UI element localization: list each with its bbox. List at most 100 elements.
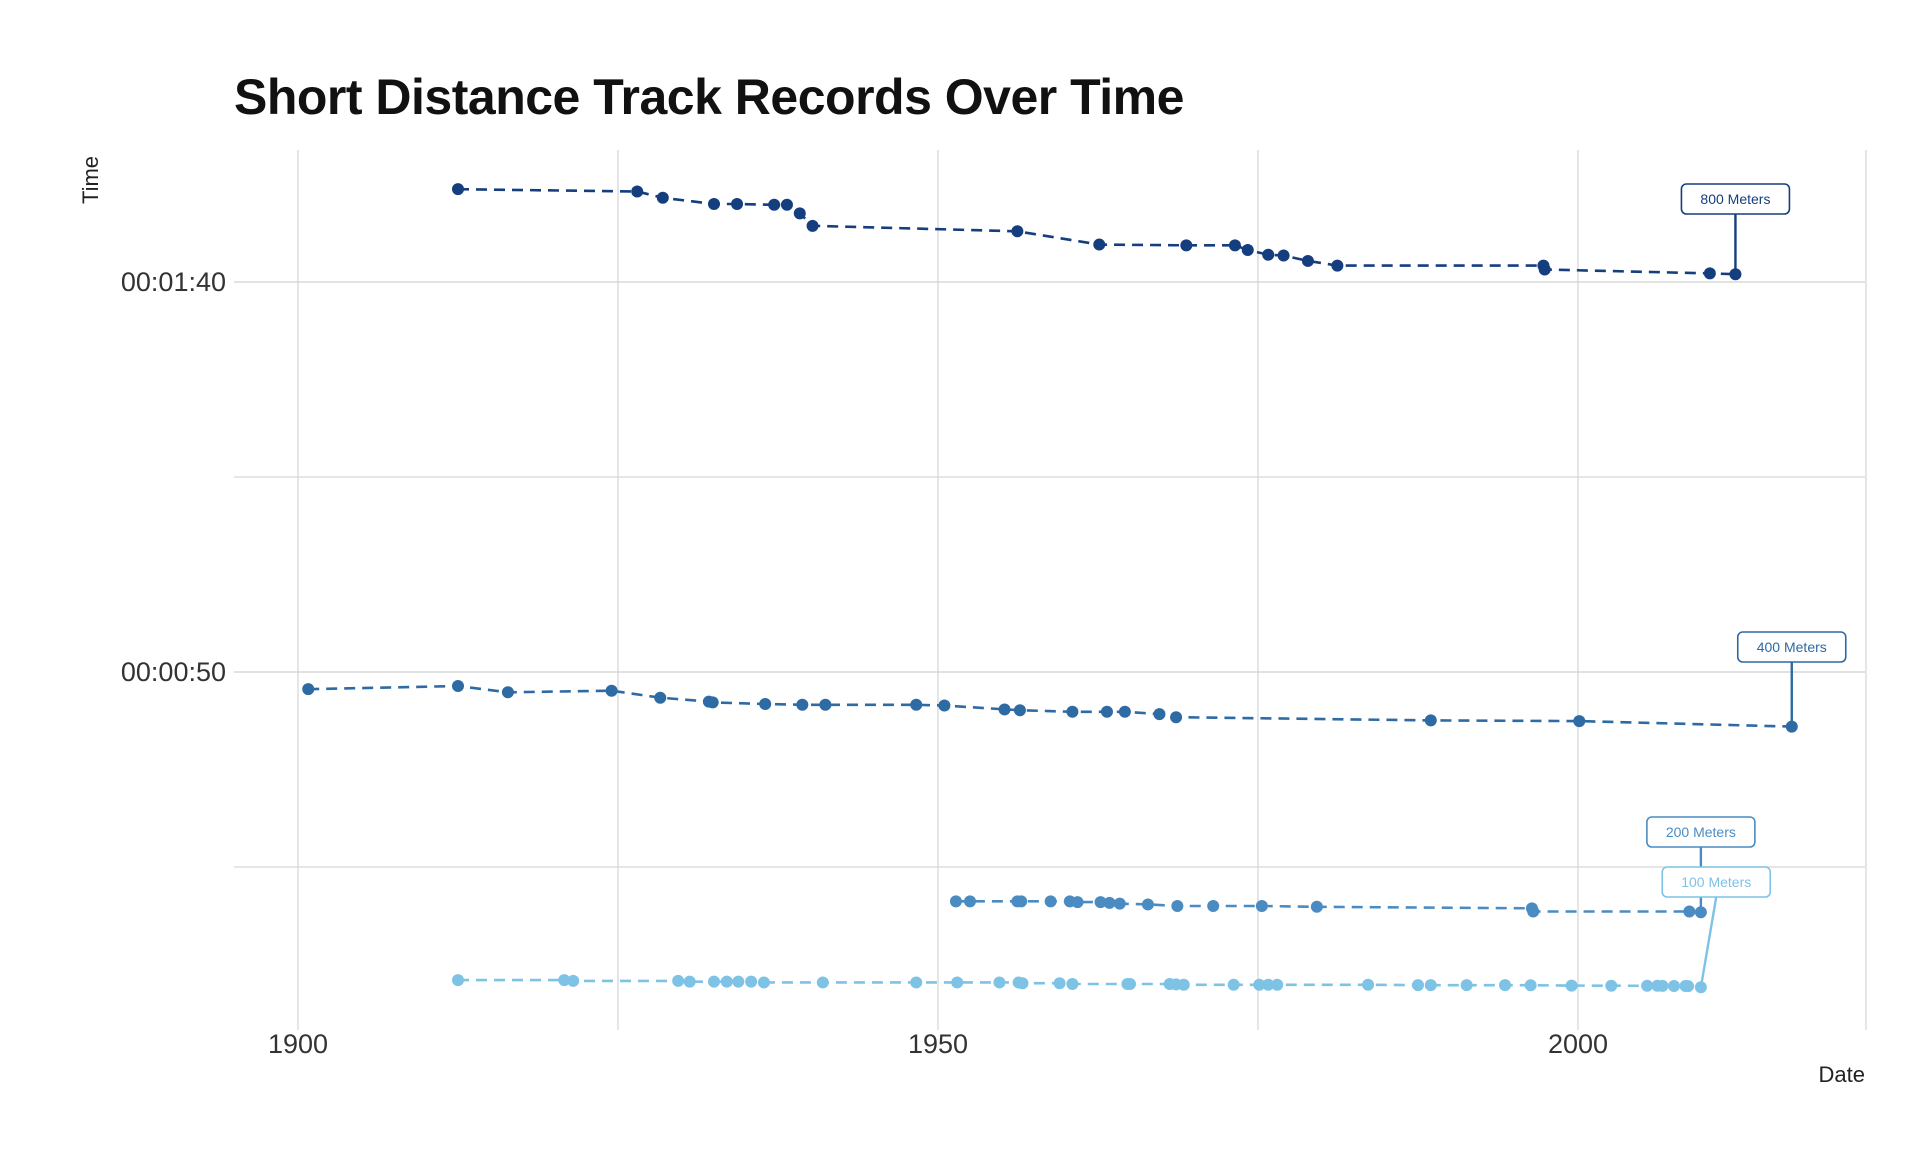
data-point [1538, 263, 1551, 276]
series-100-meters [452, 974, 1707, 994]
data-point [452, 974, 464, 987]
data-point [605, 684, 618, 697]
series-label: 400 Meters [1757, 639, 1827, 655]
data-point [1094, 896, 1107, 909]
data-point [793, 207, 806, 220]
data-point [1241, 244, 1254, 257]
data-point [1118, 705, 1131, 718]
data-point [1668, 979, 1680, 992]
data-point [452, 183, 464, 196]
data-point [1228, 239, 1241, 252]
x-tick-label: 1900 [268, 1029, 328, 1059]
data-point [708, 975, 720, 988]
data-point [1460, 979, 1473, 992]
series-label: 100 Meters [1681, 874, 1751, 890]
data-point [938, 699, 951, 712]
data-point [1011, 225, 1024, 238]
data-point [780, 198, 793, 211]
data-point [302, 683, 315, 696]
data-point [1171, 900, 1184, 912]
chart-title: Short Distance Track Records Over Time [234, 69, 1184, 125]
data-point [910, 698, 923, 711]
data-point [567, 974, 580, 987]
data-point [1641, 979, 1654, 992]
data-point [1262, 978, 1275, 991]
data-point [806, 219, 819, 232]
series-line [308, 684, 1792, 728]
data-point [949, 895, 962, 908]
data-point [1253, 978, 1266, 991]
data-point [745, 975, 758, 988]
data-point [1424, 979, 1437, 992]
data-point [1527, 905, 1540, 918]
data-point [1015, 895, 1028, 908]
data-point [1170, 711, 1183, 724]
data-point [998, 703, 1011, 716]
data-point [1207, 900, 1220, 912]
data-point [910, 976, 923, 989]
data-point [706, 696, 719, 709]
data-point [819, 698, 832, 711]
data-point [1412, 979, 1424, 992]
data-point [1103, 896, 1116, 909]
x-tick-label: 2000 [1548, 1029, 1608, 1059]
series-line [458, 978, 1702, 989]
data-point [1656, 979, 1669, 992]
data-point [951, 976, 964, 989]
data-point [768, 198, 781, 211]
tick-labels: 1900 1950 2000 00:01:40 00:00:50 [121, 267, 1608, 1059]
data-point [1524, 979, 1537, 992]
data-point [672, 974, 685, 987]
data-point [816, 976, 829, 989]
y-tick-label: 00:01:40 [121, 267, 226, 297]
data-point [1100, 705, 1113, 718]
grid-lines [234, 150, 1867, 1030]
data-point [1093, 238, 1106, 251]
x-tick-label: 1950 [908, 1029, 968, 1059]
data-point [1703, 267, 1716, 280]
data-point [1271, 978, 1284, 991]
data-point [1683, 905, 1696, 918]
series-label: 200 Meters [1666, 824, 1736, 840]
data-point [796, 698, 809, 711]
data-point [708, 198, 720, 210]
series-800-meters [452, 183, 1742, 281]
data-point [1071, 896, 1084, 909]
data-point [1331, 259, 1344, 272]
y-tick-label: 00:00:50 [121, 657, 226, 687]
series-line [457, 187, 1736, 276]
data-point [1499, 979, 1512, 992]
data-point [1066, 978, 1079, 990]
data-point [654, 691, 667, 704]
series-200-meters [949, 895, 1707, 919]
series-label: 800 Meters [1700, 191, 1770, 207]
label-leader-line [1699, 896, 1718, 988]
data-point [1262, 248, 1275, 261]
y-axis-title: Time [78, 156, 103, 204]
data-point [1113, 897, 1126, 910]
data-point [501, 686, 514, 699]
series-label-box [1680, 183, 1791, 215]
x-axis-title: Date [1819, 1062, 1865, 1087]
data-point [1424, 714, 1437, 727]
data-point [1682, 980, 1695, 993]
data-point [1301, 254, 1314, 267]
data-point [1605, 979, 1618, 992]
data-point [1573, 715, 1586, 728]
data-point [1277, 249, 1290, 262]
data-point [631, 185, 644, 198]
data-point [1066, 705, 1079, 718]
data-point [731, 198, 744, 210]
data-point [1227, 978, 1240, 991]
series-label-box [1661, 866, 1772, 898]
data-point [720, 975, 733, 988]
data-point [683, 975, 696, 988]
data-point [964, 895, 976, 908]
data-point [1124, 978, 1136, 990]
series-labels: 800 Meters 400 Meters 200 Meters 100 Meters [1646, 183, 1847, 988]
data-point [1180, 239, 1193, 252]
data-point [656, 191, 669, 204]
data-point [1013, 704, 1026, 717]
series-400-meters [302, 680, 1798, 733]
